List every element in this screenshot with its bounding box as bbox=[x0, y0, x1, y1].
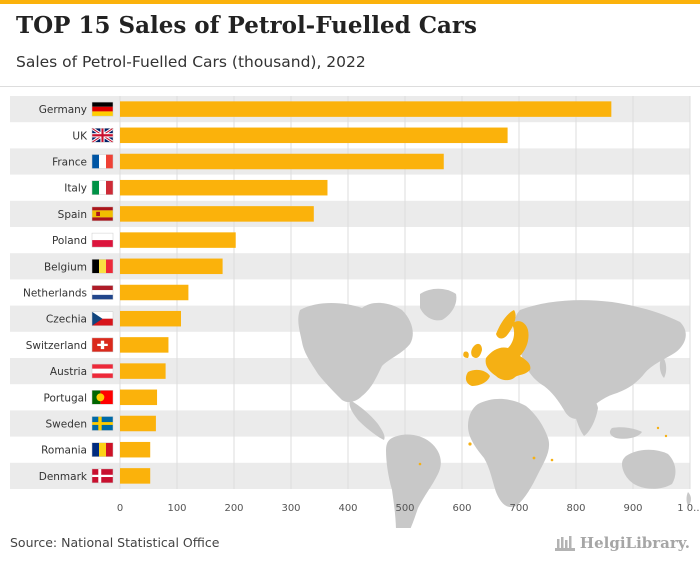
flag-pl-icon bbox=[91, 232, 114, 248]
bar-sweden bbox=[120, 415, 156, 432]
map-uk-highlight bbox=[471, 343, 482, 358]
bar-spain bbox=[120, 206, 314, 222]
bar-chart: Germany UK France Italy Spain Poland Belgium Ne… bbox=[10, 96, 700, 528]
map-japan bbox=[659, 356, 667, 378]
map-india bbox=[574, 393, 598, 436]
category-label: Denmark bbox=[39, 471, 88, 483]
map-indonesia bbox=[609, 427, 642, 439]
map-australia bbox=[622, 449, 676, 489]
x-tick-label: 900 bbox=[623, 503, 642, 514]
flag-at-icon bbox=[91, 363, 114, 379]
x-tick-label: 200 bbox=[224, 503, 243, 514]
map-ireland-highlight bbox=[463, 351, 469, 358]
category-label: Italy bbox=[64, 183, 87, 195]
library-icon bbox=[554, 536, 575, 551]
x-tick-label: 500 bbox=[395, 503, 414, 514]
category-label: Belgium bbox=[44, 261, 87, 273]
bar-poland bbox=[120, 232, 236, 248]
map-dot-highlight bbox=[418, 462, 422, 466]
flag-pt-icon bbox=[91, 390, 114, 405]
category-label: Netherlands bbox=[23, 288, 87, 300]
map-dot-highlight bbox=[532, 456, 536, 460]
map-central-america bbox=[349, 400, 385, 440]
x-tick-label: 0 bbox=[117, 503, 123, 514]
bars bbox=[120, 101, 612, 484]
map-south-america bbox=[386, 434, 441, 528]
category-label: Germany bbox=[39, 104, 87, 116]
x-tick-label: 800 bbox=[566, 503, 585, 514]
world-map-background bbox=[298, 288, 691, 528]
bar-uk bbox=[120, 127, 508, 144]
category-label: Sweden bbox=[46, 419, 88, 431]
category-label: Romania bbox=[41, 445, 87, 457]
bar-portugal bbox=[120, 389, 158, 406]
map-north-america bbox=[298, 302, 413, 403]
header-divider bbox=[0, 86, 700, 87]
top-accent-bar bbox=[0, 0, 700, 4]
helgi-library-logo: HelgiLibrary. bbox=[554, 531, 690, 555]
category-label: Poland bbox=[52, 235, 87, 247]
source-note: Source: National Statistical Office bbox=[10, 535, 220, 550]
map-dot-highlight bbox=[664, 434, 668, 438]
flag-dk-icon bbox=[91, 468, 114, 484]
x-tick-label: 400 bbox=[338, 503, 357, 514]
flag-be-icon bbox=[91, 259, 114, 274]
category-label: France bbox=[52, 157, 87, 169]
map-scandinavia-highlight bbox=[496, 310, 516, 339]
bar-germany bbox=[120, 101, 612, 117]
bar-romania bbox=[120, 441, 151, 458]
map-dot-highlight bbox=[468, 442, 472, 446]
category-label: Czechia bbox=[46, 314, 87, 326]
chart-title: TOP 15 Sales of Petrol-Fuelled Cars bbox=[16, 12, 477, 39]
map-europe-highlight bbox=[485, 321, 531, 381]
flag-es-icon bbox=[91, 206, 114, 222]
logo-text: HelgiLibrary. bbox=[579, 534, 690, 552]
map-iberia-highlight bbox=[465, 369, 490, 386]
x-tick-label: 600 bbox=[452, 503, 471, 514]
bar-netherlands bbox=[120, 284, 189, 301]
flag-cz-icon bbox=[91, 311, 114, 326]
x-tick-label: 700 bbox=[509, 503, 528, 514]
flag-fr-icon bbox=[91, 154, 114, 169]
bar-switzerland bbox=[120, 337, 169, 353]
category-label: Austria bbox=[50, 366, 87, 378]
bar-czechia bbox=[120, 310, 181, 327]
x-tick-label: 100 bbox=[167, 503, 186, 514]
bar-belgium bbox=[120, 258, 223, 275]
x-axis-ticks: 0 100 200 300 400 500 600 700 800 900 1 0... bbox=[117, 503, 700, 514]
category-labels: Germany UK France Italy Spain Poland Belgium Ne… bbox=[23, 104, 88, 483]
map-dot-highlight bbox=[656, 426, 660, 430]
map-new-zealand bbox=[686, 492, 691, 506]
category-label: Spain bbox=[58, 209, 87, 221]
category-label: Portugal bbox=[44, 392, 88, 404]
chart-subtitle: Sales of Petrol-Fuelled Cars (thousand),… bbox=[16, 53, 366, 71]
flag-se-icon bbox=[91, 416, 114, 431]
flag-ro-icon bbox=[91, 442, 114, 457]
x-tick-label: 300 bbox=[281, 503, 300, 514]
map-greenland bbox=[420, 288, 457, 321]
bar-denmark bbox=[120, 468, 151, 484]
bar-austria bbox=[120, 363, 166, 379]
flag-nl-icon bbox=[91, 285, 114, 300]
map-asia bbox=[514, 300, 686, 419]
x-tick-label: 1 0... bbox=[677, 503, 700, 514]
flag-de-icon bbox=[91, 101, 114, 117]
flag-it-icon bbox=[91, 180, 114, 195]
category-label: UK bbox=[72, 130, 88, 142]
flag-ch-icon bbox=[91, 337, 114, 353]
flags bbox=[91, 101, 114, 484]
map-africa bbox=[468, 398, 550, 508]
category-label: Switzerland bbox=[26, 340, 87, 352]
map-dot-highlight bbox=[550, 458, 554, 462]
bar-italy bbox=[120, 179, 328, 196]
bar-france bbox=[120, 153, 444, 170]
flag-gb-icon bbox=[91, 127, 114, 144]
